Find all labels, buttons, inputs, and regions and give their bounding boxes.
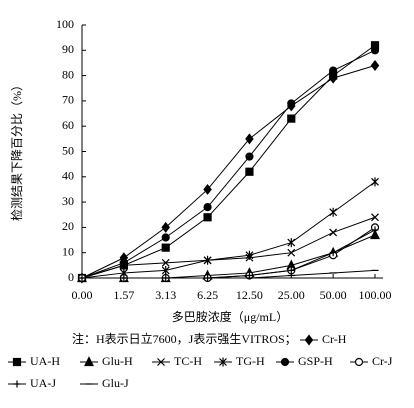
legend-label: TG-H	[236, 354, 265, 368]
legend-label: Cr-H	[322, 332, 347, 346]
marker	[371, 213, 379, 222]
legend-label: GSP-H	[298, 354, 333, 368]
y-tick-label: 90	[62, 42, 74, 56]
marker	[287, 114, 296, 123]
marker	[329, 207, 338, 217]
note: 注：H表示日立7600，J表示强生VITROS；	[72, 331, 297, 346]
marker	[219, 357, 227, 367]
marker	[203, 183, 212, 195]
series-line	[81, 49, 376, 279]
marker	[12, 357, 22, 367]
marker	[287, 266, 295, 274]
y-tick-label: 40	[62, 169, 74, 183]
legend-label: TC-H	[174, 354, 202, 368]
marker	[354, 357, 364, 367]
marker	[203, 203, 212, 212]
series-line	[82, 269, 376, 279]
x-tick-label: 12.50	[236, 288, 263, 302]
y-tick-label: 100	[56, 17, 74, 31]
x-tick-label: 100.00	[359, 288, 392, 302]
marker	[287, 238, 296, 248]
y-tick-label: 0	[68, 270, 74, 284]
marker	[287, 99, 296, 108]
marker	[370, 46, 380, 55]
series-line	[81, 216, 376, 279]
x-tick-label: 25.00	[278, 288, 305, 302]
legend-label: Cr-J	[372, 354, 393, 368]
marker	[370, 60, 380, 71]
marker	[329, 228, 338, 237]
y-tick-label: 70	[62, 93, 74, 107]
marker	[157, 358, 165, 366]
marker	[245, 152, 254, 161]
legend-label: Glu-J	[102, 376, 129, 390]
marker	[161, 221, 170, 233]
marker	[371, 177, 379, 187]
x-tick-label: 0.00	[72, 288, 93, 302]
marker	[203, 213, 212, 222]
x-tick-label: 6.25	[197, 288, 218, 302]
x-tick-label: 1.57	[113, 288, 134, 302]
series-line	[81, 181, 376, 279]
marker	[161, 243, 170, 252]
x-tick-label: 3.13	[155, 288, 176, 302]
series-line	[81, 44, 376, 279]
marker	[280, 357, 290, 367]
y-tick-label: 80	[62, 67, 74, 81]
y-tick-label: 20	[62, 219, 74, 233]
marker	[371, 226, 379, 234]
marker	[245, 167, 254, 176]
marker	[84, 356, 94, 367]
marker	[329, 66, 338, 75]
marker	[161, 258, 170, 267]
marker	[13, 380, 21, 388]
y-tick-label: 60	[62, 118, 74, 132]
marker	[161, 265, 170, 275]
legend-label: Glu-H	[102, 354, 133, 368]
y-tick-label: 50	[62, 143, 74, 157]
legend-label: UA-J	[30, 376, 56, 390]
marker	[304, 334, 314, 346]
x-axis-label: 多巴胺浓度（μg/mL）	[172, 309, 288, 324]
x-tick-label: 50.00	[320, 288, 347, 302]
marker	[203, 255, 212, 265]
y-axis-label: 检测结果下降百分比（%）	[9, 79, 24, 221]
marker	[245, 250, 254, 260]
legend-label: UA-H	[30, 354, 60, 368]
y-tick-label: 30	[62, 194, 74, 208]
marker	[287, 248, 296, 257]
marker	[161, 233, 170, 242]
marker	[119, 258, 128, 267]
marker	[245, 133, 254, 145]
marker	[329, 249, 337, 257]
marker	[370, 229, 380, 240]
y-tick-label: 10	[62, 244, 74, 258]
